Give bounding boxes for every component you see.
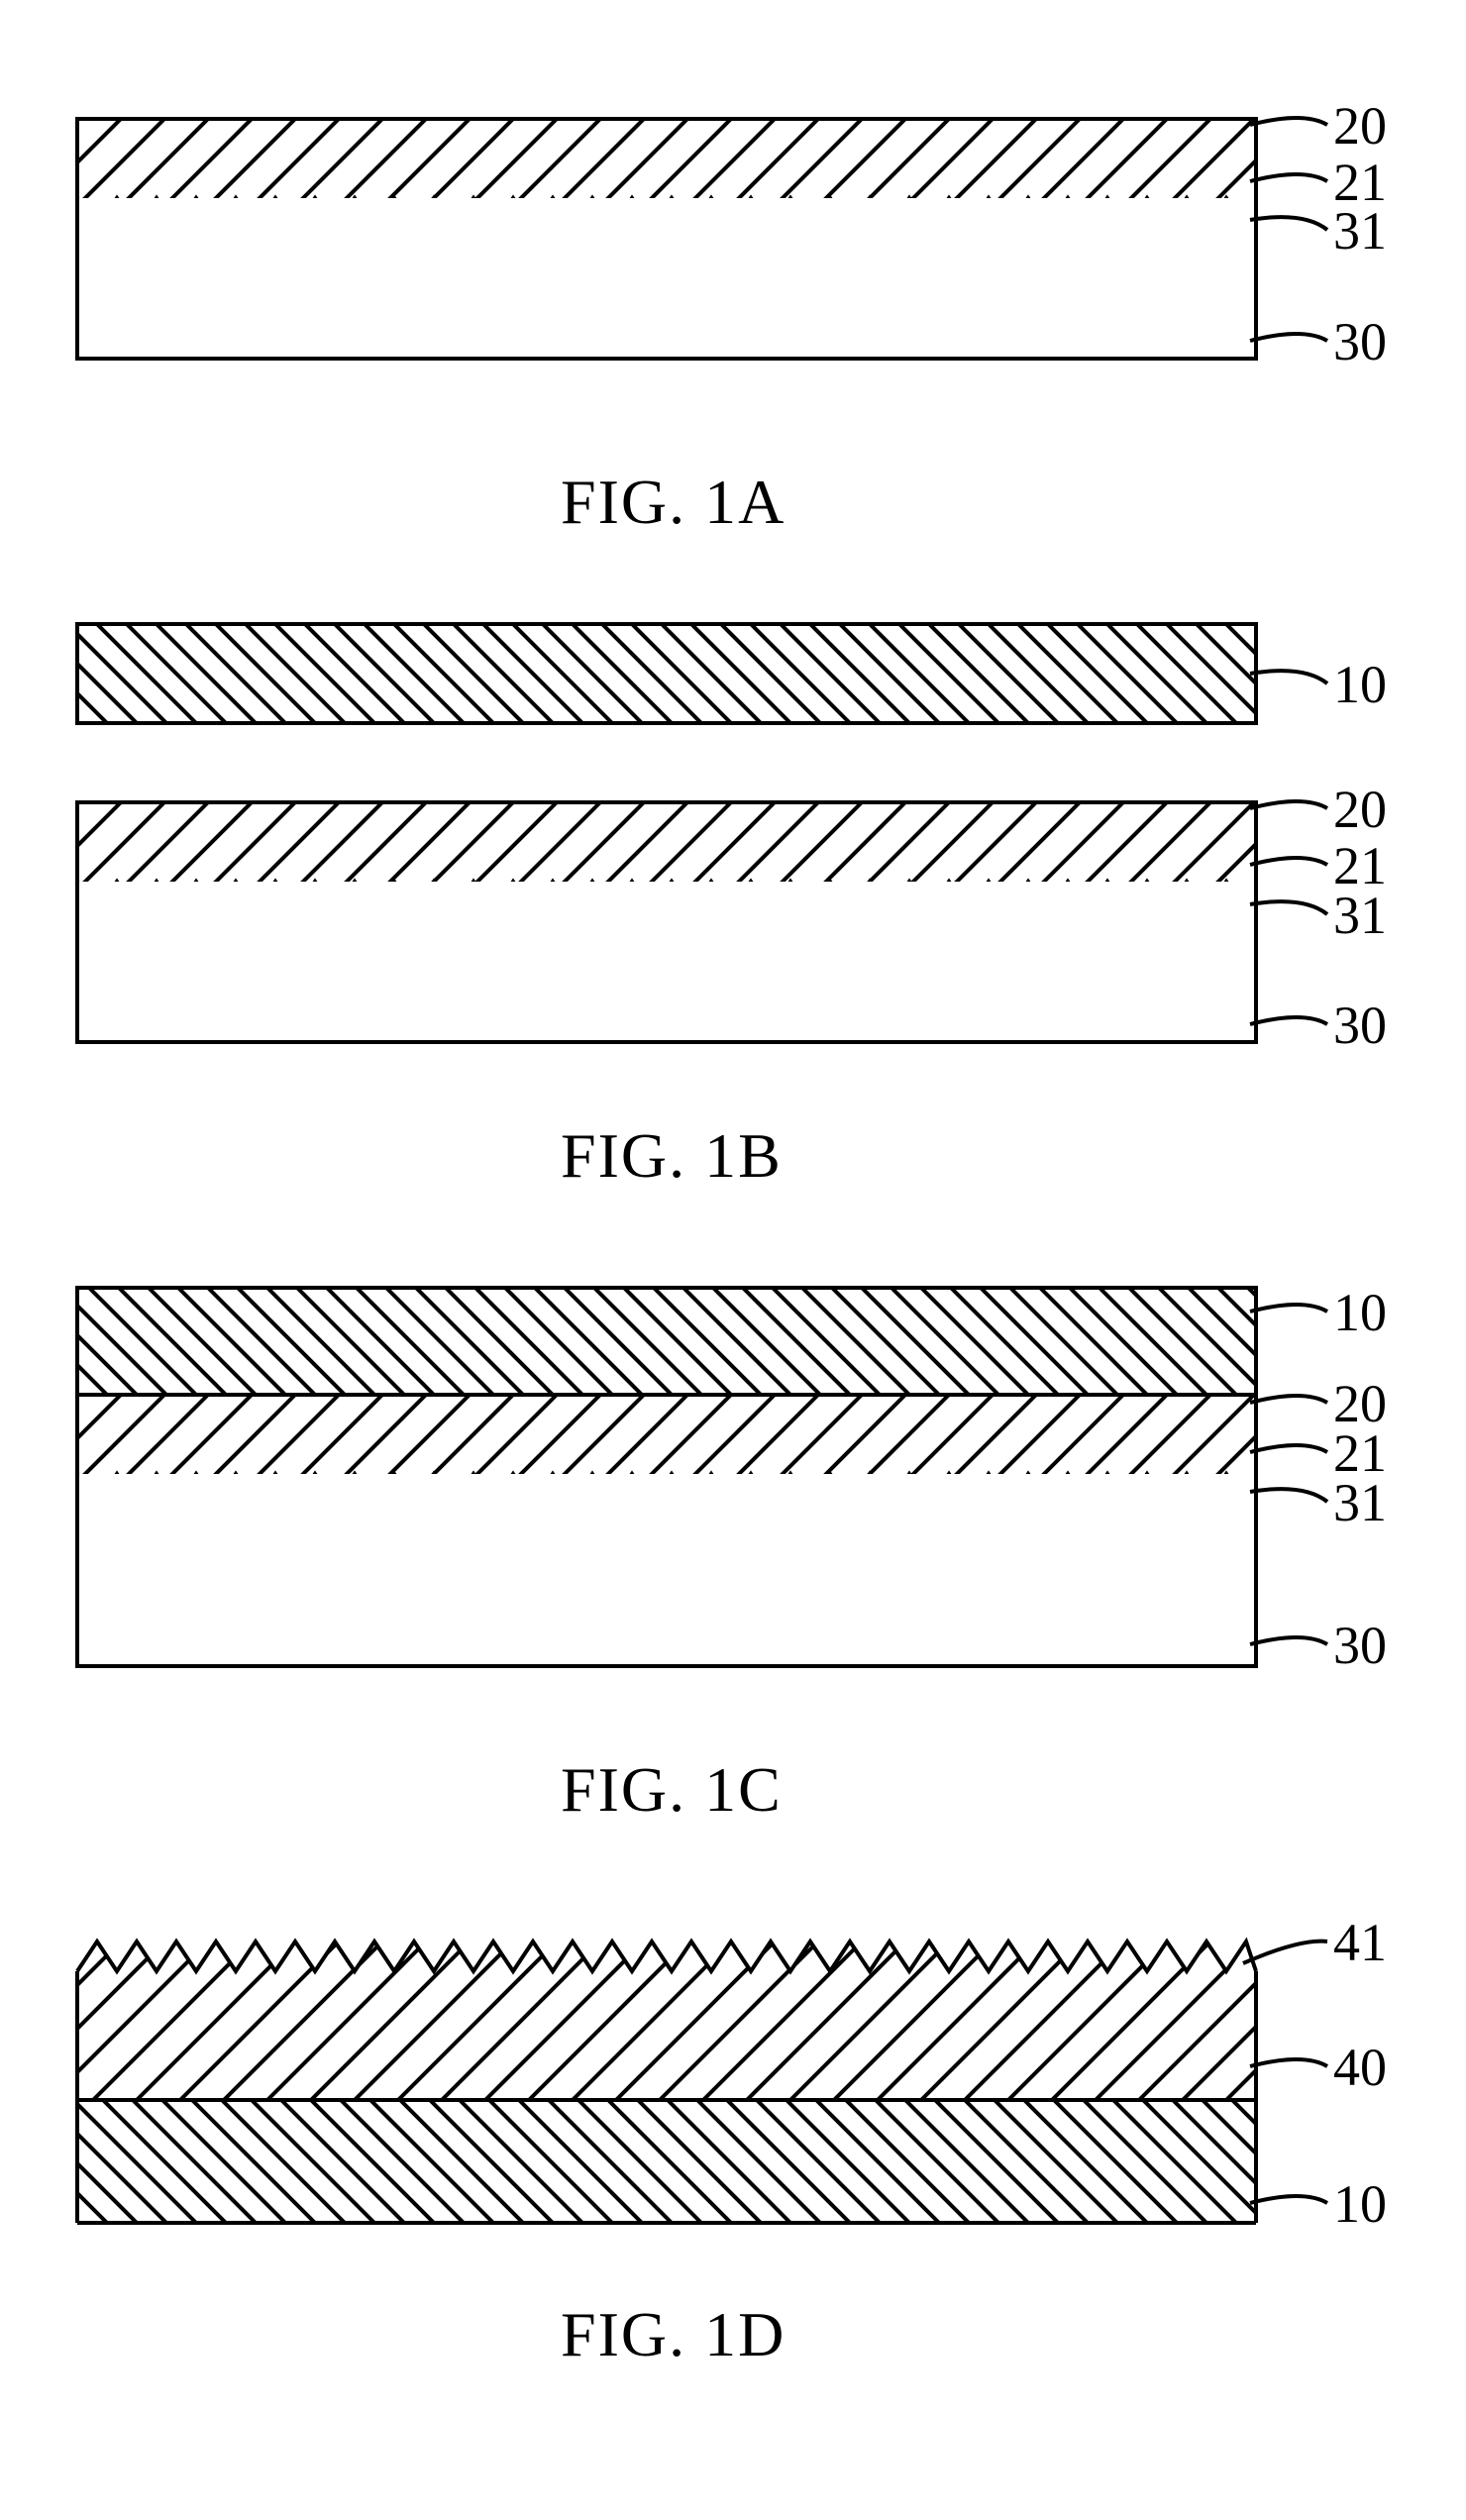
callout-40: 40	[1333, 2037, 1387, 2098]
fig-1d-label: FIG. 1D	[561, 2298, 785, 2371]
fig-1c-label: FIG. 1C	[561, 1753, 783, 1827]
callout-30: 30	[1333, 995, 1387, 1056]
callout-30: 30	[1333, 311, 1387, 372]
callout-31: 31	[1333, 200, 1387, 262]
callout-41: 41	[1333, 1912, 1387, 1973]
fig-1a-label: FIG. 1A	[561, 466, 785, 539]
callout-10: 10	[1333, 1282, 1387, 1343]
callout-10: 10	[1333, 654, 1387, 715]
callout-10: 10	[1333, 2173, 1387, 2235]
callout-30: 30	[1333, 1615, 1387, 1676]
callout-20: 20	[1333, 95, 1387, 157]
fig-1b-label: FIG. 1B	[561, 1119, 783, 1193]
callout-20: 20	[1333, 779, 1387, 840]
callout-31: 31	[1333, 1472, 1387, 1533]
callout-31: 31	[1333, 885, 1387, 946]
figure-svg	[0, 0, 1466, 2520]
